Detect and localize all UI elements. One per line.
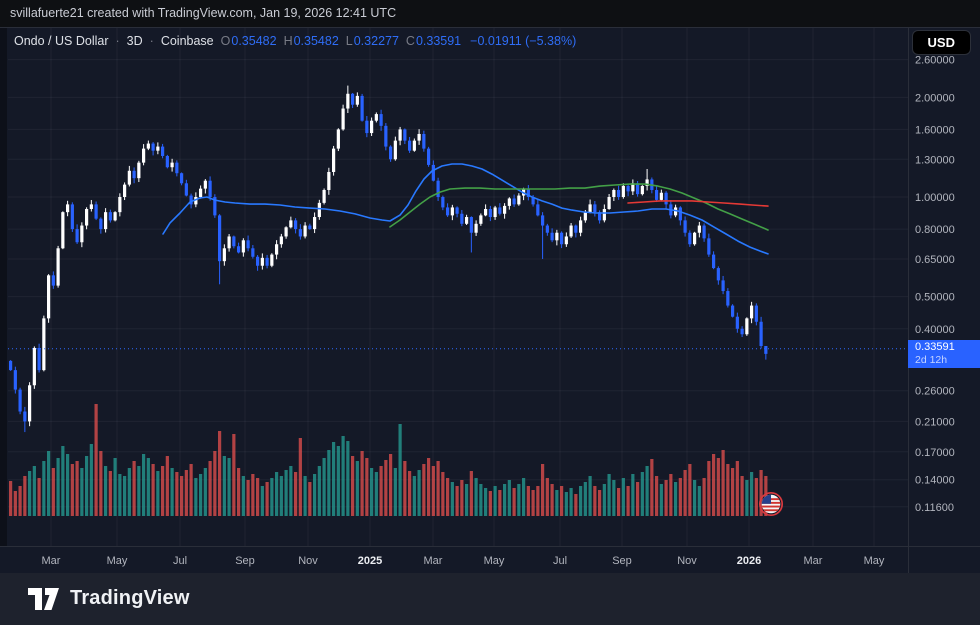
svg-text:Mar: Mar [804, 555, 823, 567]
svg-text:2.60000: 2.60000 [915, 55, 955, 67]
svg-text:0.14000: 0.14000 [915, 475, 955, 487]
svg-text:Nov: Nov [677, 555, 697, 567]
svg-text:0.80000: 0.80000 [915, 224, 955, 236]
svg-text:0.26000: 0.26000 [915, 386, 955, 398]
footer-bar: TradingView [0, 572, 980, 625]
ma50-line [162, 163, 769, 255]
svg-text:Jul: Jul [173, 555, 187, 567]
header-separator: · [115, 34, 120, 48]
current-price-label: 0.33591 2d 12h [908, 340, 980, 368]
svg-text:1.30000: 1.30000 [915, 154, 955, 166]
ohlc-close: C 0.33591 [405, 34, 462, 48]
svg-text:2.00000: 2.00000 [915, 92, 955, 104]
svg-text:0.65000: 0.65000 [915, 254, 955, 266]
time-axis[interactable]: Mar May Jul Sep Nov 2025 Mar May Jul Sep Nov 2026 Ma… [42, 555, 885, 567]
ohlc-low: L 0.32277 [345, 34, 399, 48]
tradingview-wordmark: TradingView [70, 587, 190, 609]
svg-text:1.60000: 1.60000 [915, 124, 955, 136]
ondo-flag-icon [758, 491, 784, 517]
symbol-header: Ondo / US Dollar · 3D · Coinbase O 0.3548… [14, 34, 576, 48]
grid-lines [8, 28, 908, 546]
bar-countdown: 2d 12h [915, 354, 948, 366]
svg-text:May: May [107, 555, 128, 567]
svg-text:Jul: Jul [553, 555, 567, 567]
tradingview-icon [28, 587, 59, 610]
currency-toggle-button[interactable]: USD [911, 30, 971, 55]
svg-text:Nov: Nov [298, 555, 318, 567]
svg-text:1.00000: 1.00000 [915, 192, 955, 204]
interval-label: 3D [126, 34, 143, 48]
volume-bars [9, 404, 768, 516]
svg-text:Sep: Sep [612, 555, 632, 567]
svg-text:Sep: Sep [235, 555, 255, 567]
svg-text:Mar: Mar [424, 555, 443, 567]
svg-text:0.11600: 0.11600 [915, 502, 954, 514]
svg-text:2025: 2025 [358, 555, 382, 567]
svg-text:0.50000: 0.50000 [915, 292, 955, 304]
svg-text:May: May [484, 555, 505, 567]
svg-text:Mar: Mar [42, 555, 61, 567]
chart-pane[interactable]: 2.60000 2.00000 1.60000 1.30000 1.00000 0.800… [0, 27, 980, 573]
snapshot-attribution: svillafuerte21 created with TradingView.… [0, 0, 980, 27]
svg-text:0.40000: 0.40000 [915, 324, 955, 336]
ohlc-high: H 0.35482 [283, 34, 339, 48]
exchange-label: Coinbase [160, 34, 214, 48]
symbol-title: Ondo / US Dollar [14, 34, 109, 48]
ma100-line [389, 183, 769, 231]
left-margin [0, 28, 7, 546]
ma200-line [627, 200, 769, 207]
price-chart-svg[interactable]: 2.60000 2.00000 1.60000 1.30000 1.00000 0.800… [0, 28, 980, 573]
current-price-value: 0.33591 [915, 341, 955, 353]
svg-text:0.17000: 0.17000 [915, 447, 955, 459]
header-separator: · [149, 34, 154, 48]
svg-text:May: May [864, 555, 885, 567]
svg-text:2026: 2026 [737, 555, 761, 567]
price-axis[interactable]: 2.60000 2.00000 1.60000 1.30000 1.00000 0.800… [915, 55, 955, 514]
ohlc-open: O 0.35482 [220, 34, 277, 48]
svg-text:0.21000: 0.21000 [915, 416, 955, 428]
tradingview-logo[interactable]: TradingView [28, 587, 190, 610]
price-change: −0.01911 (−5.38%) [470, 34, 577, 48]
